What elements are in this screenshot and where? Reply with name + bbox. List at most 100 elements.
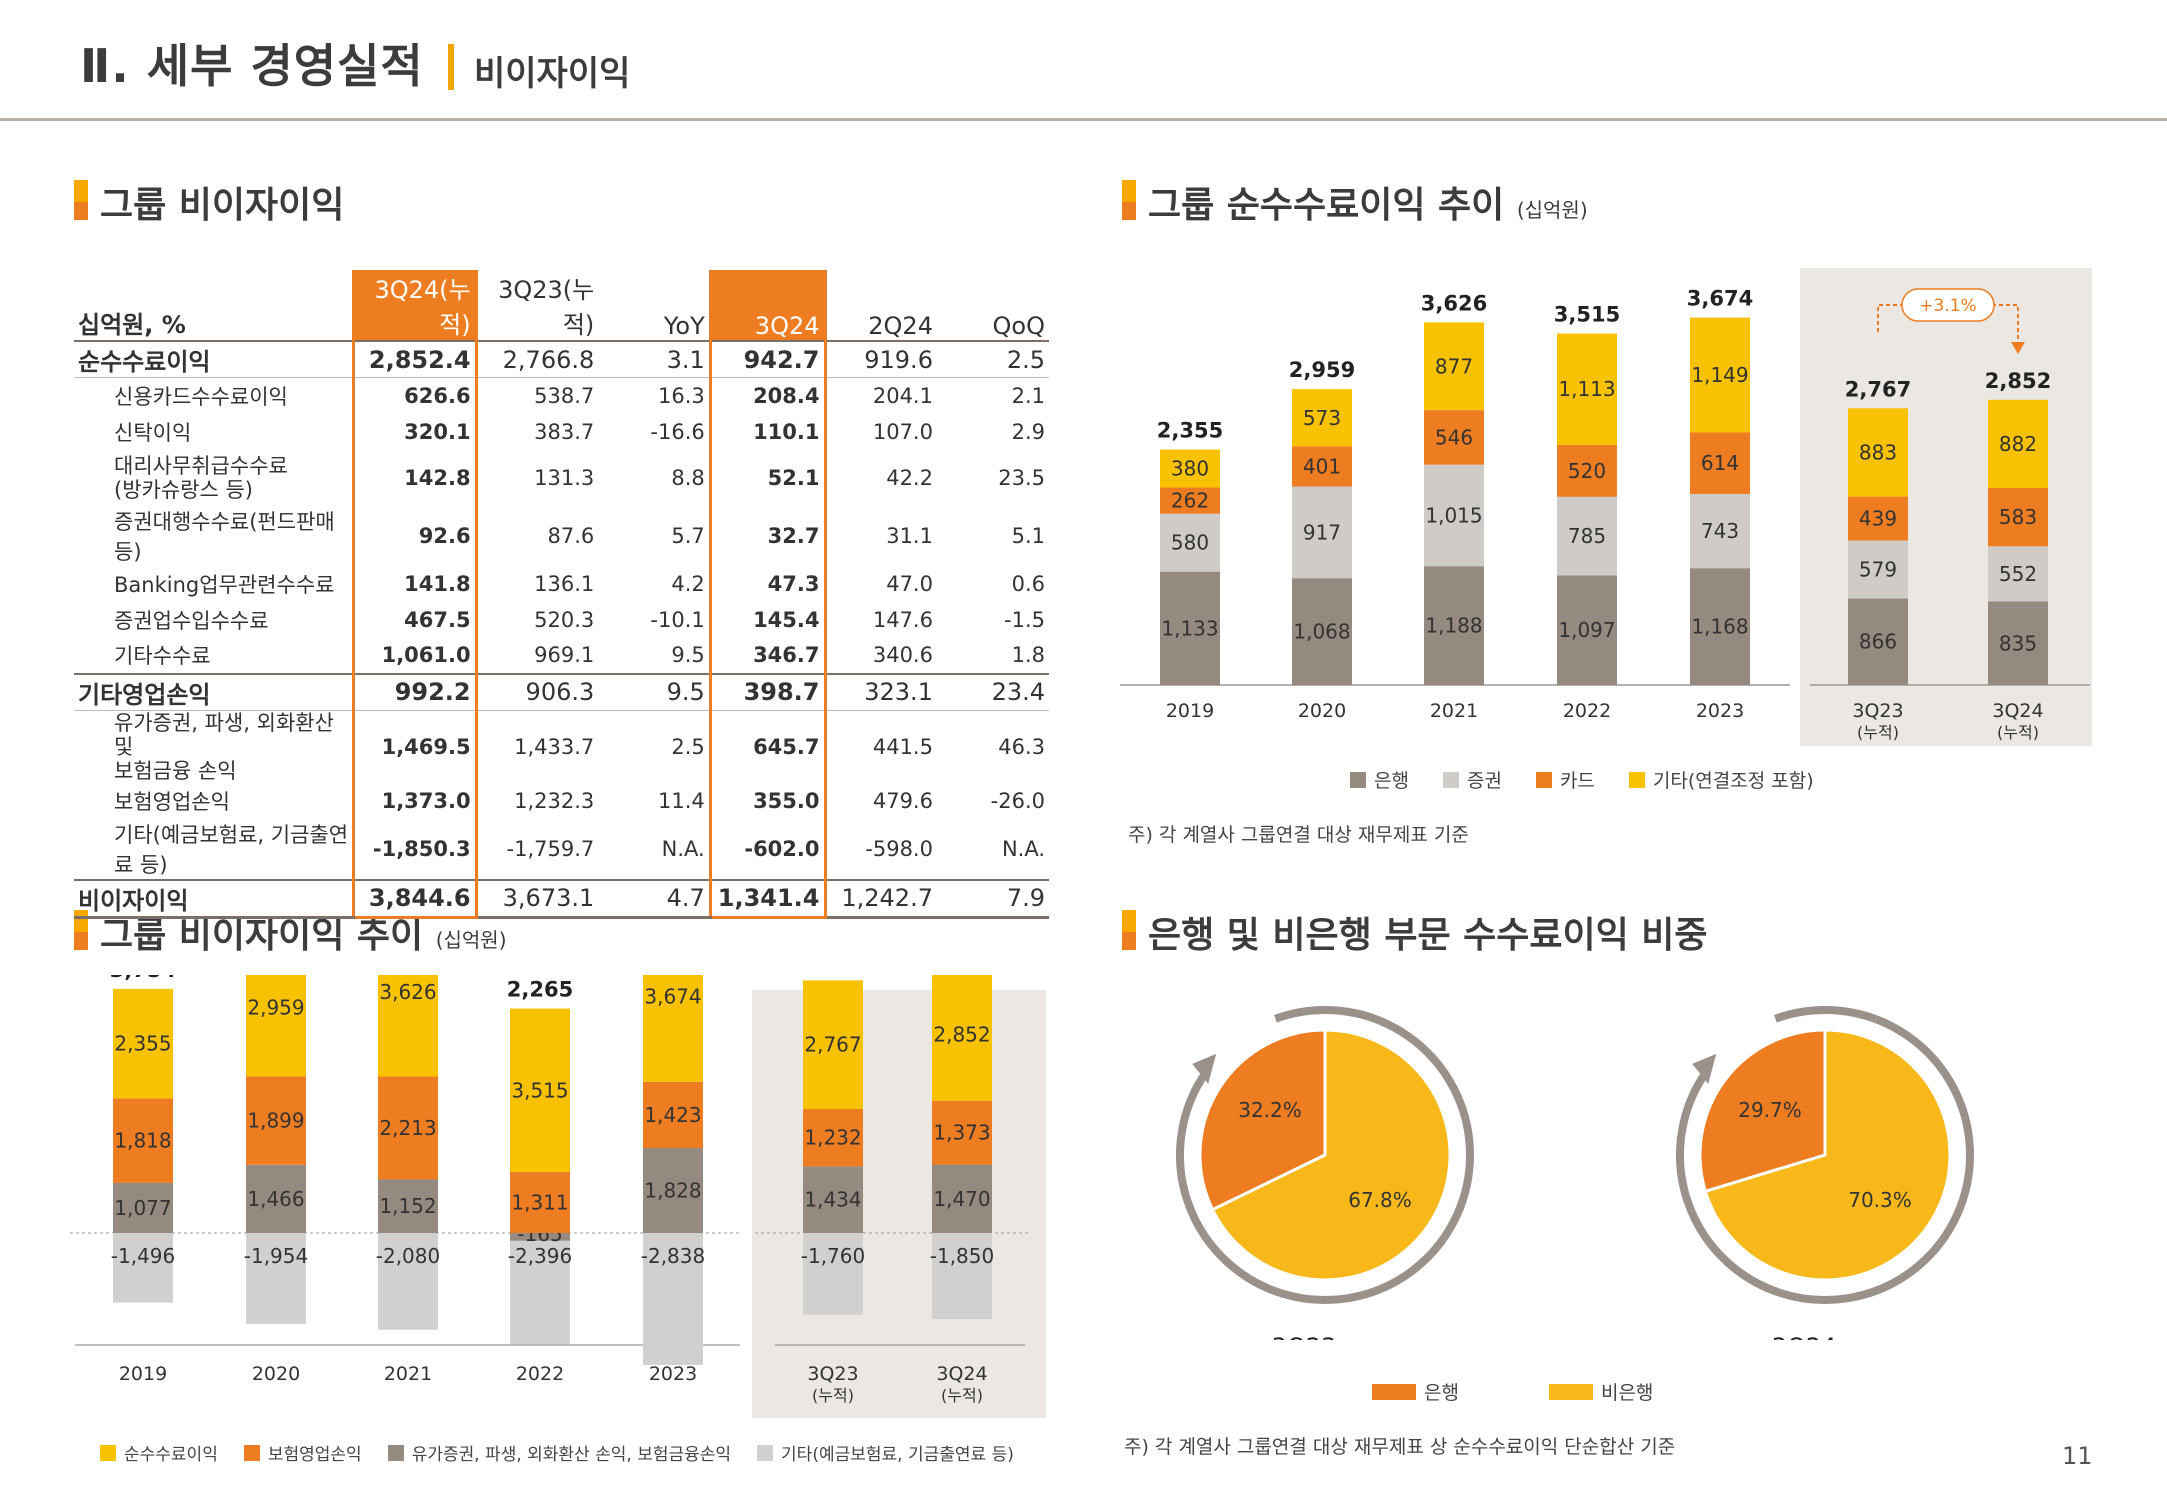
data-label: 2,767	[804, 1033, 861, 1057]
legend-swatch	[243, 1444, 260, 1461]
bar-segment	[643, 975, 703, 1082]
data-label: 2,213	[379, 1116, 436, 1140]
legend-item: 증권	[1442, 766, 1502, 793]
bar-segment	[932, 1233, 992, 1320]
data-label: 882	[1999, 432, 2037, 456]
legend-swatch	[1628, 771, 1645, 788]
bar-segment	[1424, 322, 1484, 411]
bar-segment	[246, 975, 306, 1077]
row-value: 520.3	[534, 607, 595, 632]
total-label: 3,754	[110, 975, 176, 982]
legend-label: 카드	[1559, 770, 1595, 792]
bar-segment	[1160, 571, 1220, 685]
data-label: 401	[1303, 454, 1341, 478]
pie-arc-arrowhead	[1692, 1053, 1717, 1084]
row-value: 136.1	[534, 571, 595, 596]
growth-badge-text: +3.1%	[1919, 296, 1976, 316]
legend-label: 기타(연결조정 포함)	[1652, 770, 1814, 792]
row-label: 기타(예금보험료, 기금출연료 등)	[114, 822, 349, 877]
bar-segment	[1292, 578, 1352, 685]
data-label: 1,168	[1691, 615, 1748, 639]
x-tick-label: 2020	[252, 1363, 300, 1385]
bar-segment	[1848, 540, 1908, 599]
data-label: 1,828	[644, 1178, 701, 1202]
row-value: 1,341.4	[708, 878, 827, 919]
row-value: 2,766.8	[476, 340, 599, 378]
bar-segment	[113, 1098, 173, 1183]
bar-segment	[1557, 444, 1617, 497]
data-label: 1,149	[1691, 363, 1748, 387]
data-label: 380	[1171, 457, 1209, 481]
data-label: -2,838	[641, 1244, 705, 1268]
table-header-col: YoY	[598, 270, 711, 342]
row-value: 47.0	[886, 571, 933, 596]
x-tick-label: 2020	[1298, 700, 1346, 722]
row-label: 신용카드수수료이익	[114, 384, 288, 409]
row-label: 순수수료이익	[74, 340, 354, 378]
row-value: 340.6	[872, 643, 933, 667]
section-title-fee: 그룹 순수수료이익 추이 (십억원)	[1148, 185, 1588, 226]
pie-note: 주) 각 계열사 그룹연결 대상 재무제표 상 순수수료이익 단순합산 기준	[1124, 1436, 1676, 1458]
row-label: 보험영업손익	[114, 789, 230, 814]
row-value: 969.1	[534, 643, 595, 667]
bar-segment	[1557, 333, 1617, 445]
row-value: -1,759.7	[506, 836, 595, 861]
table-row: 보험영업손익 1,373.0 1,232.3 11.4 355.0 479.6 -26.0	[74, 782, 1049, 819]
x-tick-label: 2021	[1430, 700, 1478, 722]
data-label: 1,470	[933, 1187, 990, 1211]
page-subtitle: 비이자이익	[474, 54, 631, 94]
row-value: 3.1	[598, 340, 711, 378]
table-row: 신용카드수수료이익 626.6 538.7 16.3 208.4 204.1 2.1	[74, 377, 1049, 414]
legend-swatch	[1350, 771, 1366, 788]
data-label: -1,954	[244, 1244, 308, 1268]
row-value: 355.0	[708, 782, 827, 819]
pie-value-label: 32.2%	[1238, 1098, 1302, 1122]
data-label: 614	[1701, 451, 1739, 475]
bar-segment	[1848, 496, 1908, 541]
total-label: 2,852	[1985, 369, 2051, 393]
bar-segment	[1557, 575, 1617, 685]
row-value: 2.9	[1011, 419, 1045, 444]
bar-segment	[1988, 488, 2048, 547]
fee-chart-legend: 은행 증권 카드 기타(연결조정 포함)	[1350, 766, 1814, 793]
table-row: 신탁이익 320.1 383.7 -16.6 110.1 107.0 2.9	[74, 413, 1049, 450]
legend-label: 비은행	[1600, 1382, 1654, 1404]
bar-segment	[932, 975, 992, 1101]
nonint-income-chart: -1,496 1,077 1,818 2,355 3,754 2019 -1,954 1,46…	[70, 975, 1030, 1405]
x-tick-label: (누적)	[941, 1386, 983, 1405]
legend-swatch	[1535, 771, 1552, 788]
growth-arrow-head	[2011, 342, 2025, 354]
row-value: 141.8	[352, 565, 478, 602]
row-value: N.A.	[661, 836, 705, 861]
row-value: 626.6	[352, 377, 478, 414]
bar-segment	[510, 1233, 570, 1345]
bar-segment	[510, 1172, 570, 1233]
page-title: Ⅱ. 세부 경영실적	[80, 39, 424, 93]
row-value: 145.4	[708, 601, 827, 638]
row-value: 398.7	[708, 672, 827, 711]
data-label: 2,852	[933, 1022, 990, 1046]
data-label: 3,626	[379, 980, 436, 1004]
row-label: 신탁이익	[114, 420, 192, 445]
data-label: 3,674	[644, 984, 701, 1008]
pie-title-main: 3Q23	[1272, 1333, 1337, 1340]
row-value: 1,061.0	[352, 637, 478, 674]
data-label: 1,068	[1293, 620, 1350, 644]
data-label: 1,077	[114, 1196, 171, 1220]
x-tick-label: 2022	[516, 1363, 564, 1385]
row-value: 2.1	[1011, 383, 1045, 408]
row-value: 942.7	[708, 340, 827, 378]
data-label: 1,152	[379, 1194, 436, 1218]
data-label: 1,899	[247, 1109, 304, 1133]
row-label: Banking업무관련수수료	[114, 572, 335, 597]
data-label: 579	[1859, 557, 1897, 581]
fee-income-chart: 1,133 580 262 380 2,355 2019 1,068 917 401 573 2,9…	[1120, 287, 2090, 742]
row-value: 5.1	[1011, 523, 1045, 548]
row-value: 320.1	[352, 413, 478, 450]
bar-segment	[246, 1076, 306, 1165]
x-tick-label: 3Q24	[1992, 700, 2043, 722]
legend-label: 기타(예금보험료, 기금출연료 등)	[781, 1445, 1014, 1465]
nonint-income-table: 십억원, % 3Q24(누적) 3Q23(누적) YoY 3Q24 2Q24 QoQ 순수수…	[74, 270, 1049, 919]
row-value: -16.6	[650, 419, 705, 444]
data-label: 1,015	[1425, 503, 1482, 527]
